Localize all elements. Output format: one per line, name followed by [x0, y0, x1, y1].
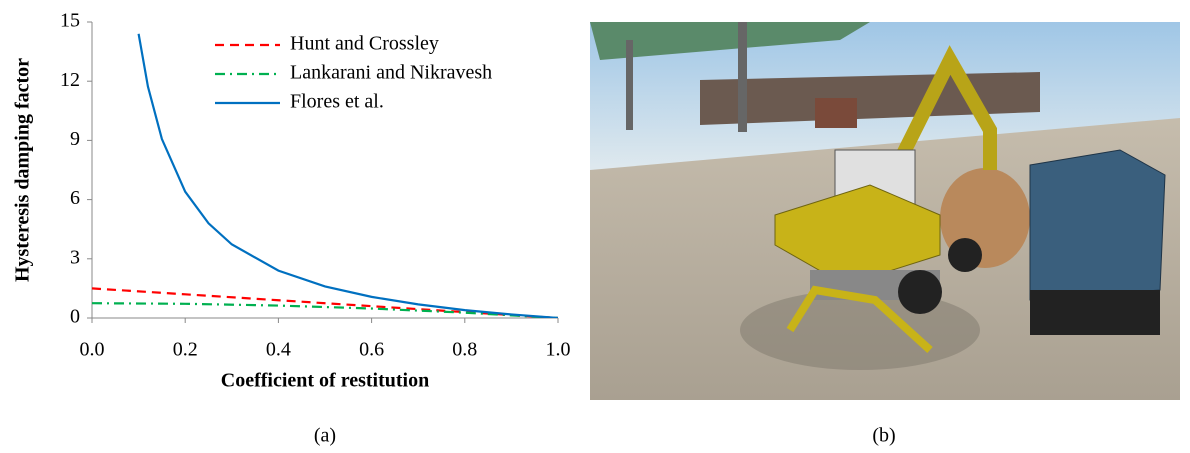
x-tick-label: 1.0 — [546, 339, 571, 361]
wheel — [898, 270, 942, 314]
truck — [1030, 290, 1160, 335]
legend-label: Flores et al. — [290, 91, 384, 113]
pillar — [626, 40, 633, 130]
crates — [815, 98, 857, 128]
page: {"chart_data": {"type": "line", "xlabel"… — [0, 0, 1190, 448]
container — [1030, 150, 1165, 300]
pillar — [738, 22, 747, 132]
x-tick-label: 0.0 — [80, 339, 105, 361]
legend-label: Hunt and Crossley — [290, 33, 439, 55]
scene-image — [590, 22, 1180, 400]
legend-label: Lankarani and Nikravesh — [290, 62, 492, 84]
x-axis-title: Coefficient of restitution — [221, 370, 429, 392]
y-tick-label: 0 — [70, 306, 80, 328]
y-tick-label: 12 — [60, 69, 80, 91]
caption: (b) — [872, 425, 895, 447]
x-tick-label: 0.4 — [266, 339, 291, 361]
caption: (a) — [314, 425, 336, 447]
figure: (a) (b) Coefficient of restitution Hyste… — [0, 0, 1190, 448]
wheel — [948, 238, 982, 272]
x-tick-label: 0.2 — [173, 339, 198, 361]
y-tick-label: 3 — [70, 246, 80, 268]
y-tick-label: 9 — [70, 128, 80, 150]
x-tick-label: 0.6 — [359, 339, 384, 361]
series-line — [92, 303, 558, 318]
x-tick-label: 0.8 — [452, 339, 477, 361]
y-tick-label: 15 — [60, 10, 80, 32]
shadow — [740, 290, 980, 370]
y-axis-title: Hysteresis damping factor — [12, 58, 34, 282]
y-tick-label: 6 — [70, 187, 80, 209]
